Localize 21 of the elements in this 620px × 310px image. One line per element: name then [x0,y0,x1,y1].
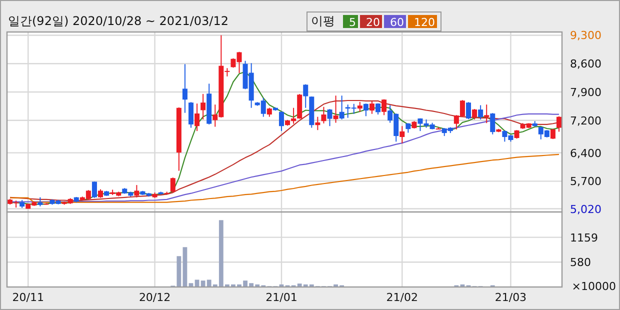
y-tick-label: 9,300 [570,29,602,42]
text: 60 [390,16,404,29]
y-tick-label: 580 [570,256,591,270]
x-tick-label: 21/01 [266,291,298,304]
x-tick-label: 20/12 [138,291,171,304]
y-tick-label: 5,020 [570,202,602,216]
y-tick-label: 6,400 [570,146,602,160]
chart-title: 일간(92일) 2020/10/28 ~ 2021/03/12 [8,14,228,28]
y-tick-label: 5,700 [570,175,602,188]
x-tick-label: 20/11 [12,291,44,304]
x-tick-label: 21/02 [386,291,418,304]
legend-title: 이평 [311,14,335,28]
text: 5 [349,16,356,29]
y-tick-label: 7,900 [570,86,602,99]
y-tick-label: 1159 [570,231,598,244]
y-tick-label: 7,200 [570,114,602,128]
y-axis-title: ×10000 [572,280,616,293]
x-tick-label: 21/03 [494,291,527,304]
text: 20 [366,16,380,29]
y-tick-label: 8,600 [570,58,602,71]
text: 120 [414,16,435,29]
